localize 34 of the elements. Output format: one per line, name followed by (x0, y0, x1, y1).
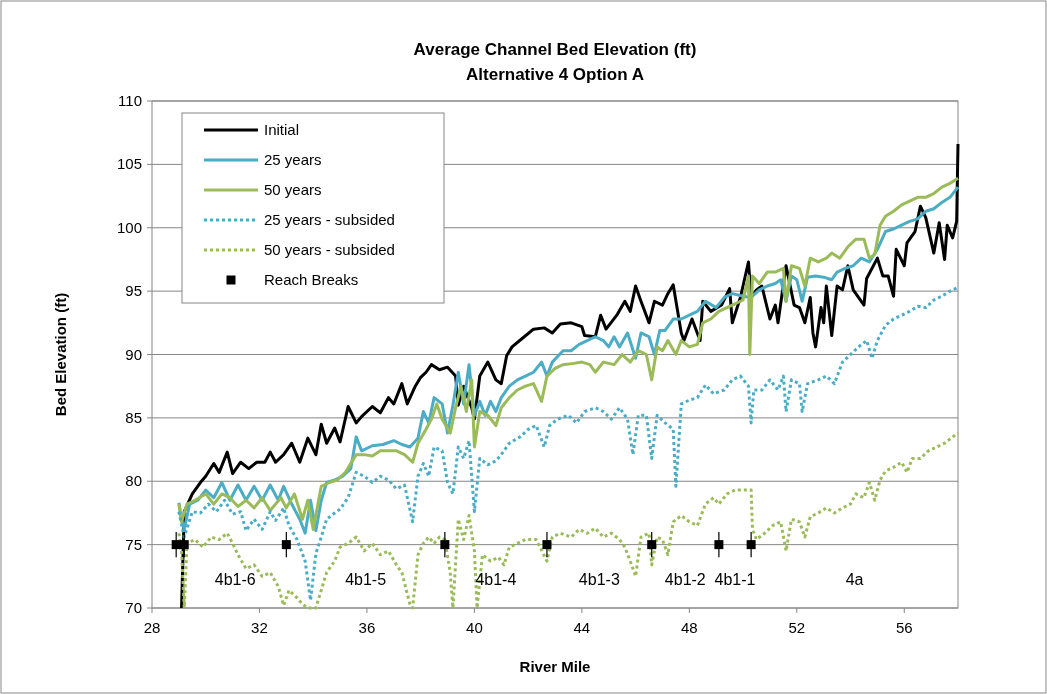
x-tick-label: 44 (573, 619, 591, 636)
x-tick-label: 56 (895, 619, 913, 636)
x-tick-label: 32 (251, 619, 268, 636)
y-tick-label: 80 (125, 472, 142, 490)
legend-label: Reach Breaks (264, 271, 359, 288)
x-tick-label: 40 (466, 619, 483, 636)
y-tick-label: 105 (116, 155, 142, 173)
annotation: 4b1-4 (475, 571, 517, 588)
chart-title: Average Channel Bed Elevation (ft) (413, 40, 697, 59)
y-axis-title: Bed Elevation (ft) (52, 292, 69, 417)
annotation: 4b1-2 (664, 571, 706, 588)
x-tick-label: 28 (143, 619, 161, 636)
y-tick-label: 110 (118, 92, 142, 109)
y-tick-label: 90 (125, 345, 142, 363)
annotation: 4b1-5 (345, 571, 387, 588)
legend-label: 25 years - subsided (264, 211, 395, 228)
legend-label: 25 years (264, 151, 322, 168)
y-tick-label: 95 (125, 282, 142, 300)
annotation: 4b1-3 (578, 571, 620, 588)
legend-label: 50 years (264, 181, 322, 198)
y-tick-label: 75 (125, 535, 142, 553)
y-tick-label: 70 (125, 599, 142, 616)
legend-label: 50 years - subsided (264, 241, 395, 258)
y-tick-label: 85 (125, 408, 142, 426)
legend-label: Initial (264, 121, 300, 138)
annotation: 4b1-1 (714, 571, 756, 588)
x-axis-title: River Mile (519, 658, 591, 675)
y-tick-label: 100 (116, 218, 142, 236)
x-tick-label: 36 (358, 619, 376, 636)
chart-subtitle: Alternative 4 Option A (466, 65, 644, 84)
annotation: 4b1-6 (214, 571, 256, 588)
x-tick-label: 52 (788, 619, 806, 636)
annotation: 4a (845, 571, 864, 588)
x-tick-label: 48 (680, 619, 698, 636)
